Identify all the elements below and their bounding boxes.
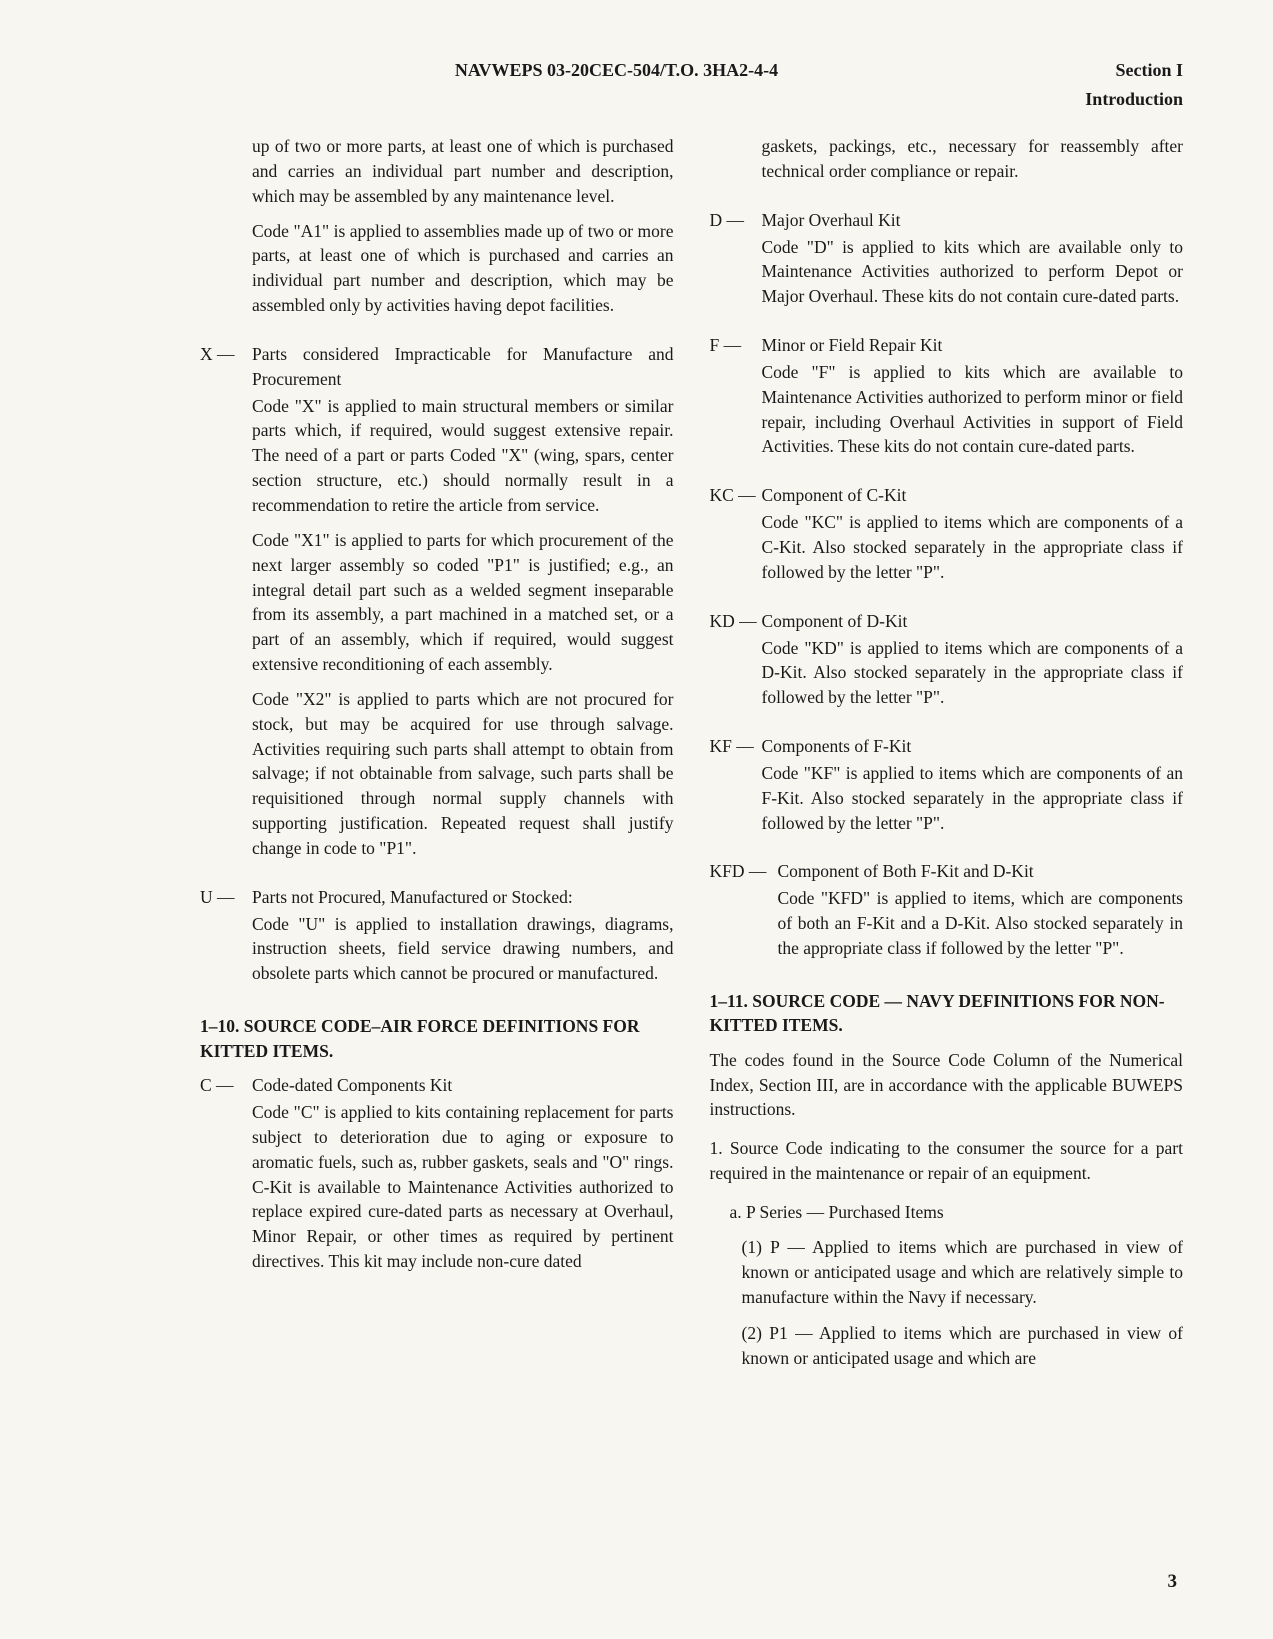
section-label: Section I [1033,60,1183,81]
code-label: F — [710,333,762,469]
code-label: KF — [710,734,762,845]
code-desc: Code "F" is applied to kits which are av… [762,360,1184,459]
code-entry-kf: KF — Components of F-Kit Code "KF" is ap… [710,734,1184,845]
section-heading-1-10: 1–10. SOURCE CODE–AIR FORCE DEFINITIONS … [200,1014,674,1063]
continuation-block: up of two or more parts, at least one of… [200,134,674,328]
code-label: KC — [710,483,762,594]
continuation-block: gaskets, packings, etc., necessary for r… [710,134,1184,194]
code-desc: Code "KC" is applied to items which are … [762,510,1184,585]
numbered-item-1: 1. Source Code indicating to the consume… [710,1136,1184,1186]
code-entry-x: X — Parts considered Impracticable for M… [200,342,674,871]
right-column: gaskets, packings, etc., necessary for r… [710,134,1184,1383]
code-label: KD — [710,609,762,720]
code-title: Parts considered Impracticable for Manuf… [252,342,674,392]
code-desc: Code "X1" is applied to parts for which … [252,528,674,677]
code-desc: Code "D" is applied to kits which are av… [762,235,1184,310]
sub-item-2: (2) P1 — Applied to items which are purc… [710,1321,1184,1371]
cont-para: Code "A1" is applied to assemblies made … [252,219,674,318]
code-entry-kd: KD — Component of D-Kit Code "KD" is app… [710,609,1184,720]
code-title: Parts not Procured, Manufactured or Stoc… [252,885,674,910]
code-entry-u: U — Parts not Procured, Manufactured or … [200,885,674,996]
sub-item-a: a. P Series — Purchased Items [710,1200,1184,1225]
code-label: U — [200,885,252,996]
code-entry-kfd: KFD — Component of Both F-Kit and D-Kit … [710,859,1184,970]
code-label: C — [200,1073,252,1284]
section-heading-1-11: 1–11. SOURCE CODE — NAVY DEFINITIONS FOR… [710,989,1184,1038]
document-page: NAVWEPS 03-20CEC-504/T.O. 3HA2-4-4 Secti… [0,0,1273,1639]
code-desc: Code "U" is applied to installation draw… [252,912,674,987]
code-label: KFD — [710,859,778,970]
code-entry-c: C — Code-dated Components Kit Code "C" i… [200,1073,674,1284]
intro-para: The codes found in the Source Code Colum… [710,1048,1184,1123]
text-columns: up of two or more parts, at least one of… [200,134,1183,1383]
code-desc: Code "KD" is applied to items which are … [762,636,1184,711]
code-desc: Code "X" is applied to main structural m… [252,394,674,518]
code-title: Component of Both F-Kit and D-Kit [778,859,1184,884]
cont-para: gaskets, packings, etc., necessary for r… [762,134,1184,184]
code-title: Major Overhaul Kit [762,208,1184,233]
code-title: Code-dated Components Kit [252,1073,674,1098]
code-label: X — [200,342,252,871]
left-column: up of two or more parts, at least one of… [200,134,674,1383]
section-subtitle: Introduction [200,89,1183,110]
code-title: Components of F-Kit [762,734,1184,759]
code-title: Component of D-Kit [762,609,1184,634]
code-desc: Code "KFD" is applied to items, which ar… [778,886,1184,961]
doc-id: NAVWEPS 03-20CEC-504/T.O. 3HA2-4-4 [200,60,1033,81]
code-desc: Code "X2" is applied to parts which are … [252,687,674,861]
code-entry-f: F — Minor or Field Repair Kit Code "F" i… [710,333,1184,469]
code-title: Component of C-Kit [762,483,1184,508]
sub-item-1: (1) P — Applied to items which are purch… [710,1235,1184,1310]
page-header: NAVWEPS 03-20CEC-504/T.O. 3HA2-4-4 Secti… [200,60,1183,81]
code-title: Minor or Field Repair Kit [762,333,1184,358]
cont-para: up of two or more parts, at least one of… [252,134,674,209]
code-desc: Code "KF" is applied to items which are … [762,761,1184,836]
code-desc: Code "C" is applied to kits containing r… [252,1100,674,1274]
code-entry-kc: KC — Component of C-Kit Code "KC" is app… [710,483,1184,594]
code-entry-d: D — Major Overhaul Kit Code "D" is appli… [710,208,1184,319]
code-label: D — [710,208,762,319]
page-number: 3 [1168,1571,1178,1593]
